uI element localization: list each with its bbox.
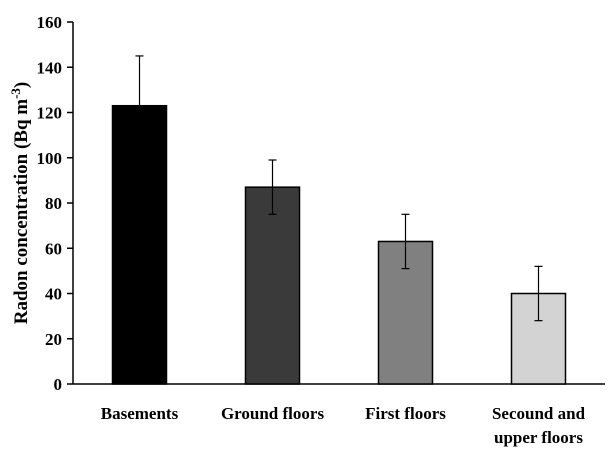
x-tick-label-line: Ground floors [221, 404, 325, 423]
y-tick-label-20: 20 [45, 330, 62, 349]
y-axis-title-main: Radon concentration (Bq m [11, 99, 32, 325]
y-tick-label-0: 0 [54, 375, 63, 394]
x-tick-label-2: First floors [365, 404, 446, 423]
y-tick-label-80: 80 [45, 194, 62, 213]
y-tick-label-140: 140 [37, 58, 63, 77]
bar-1 [244, 186, 301, 385]
chart-bars [111, 104, 567, 385]
x-tick-label-line: Basements [101, 404, 179, 423]
y-tick-label-40: 40 [45, 285, 62, 304]
y-tick-label-100: 100 [37, 149, 63, 168]
y-axis-title-close: ) [11, 82, 32, 88]
x-tick-label-0: Basements [101, 404, 179, 423]
x-tick-label-line: First floors [365, 404, 446, 423]
chart-labels: 0 20 40 60 80 100 120 140 160 Basements Ground flo… [37, 13, 586, 447]
y-tick-label-120: 120 [37, 104, 63, 123]
chart-error-bars [135, 55, 543, 322]
x-tick-label-1: Ground floors [221, 404, 325, 423]
y-axis-title-superscript: -3 [8, 88, 23, 99]
y-tick-label-60: 60 [45, 239, 62, 258]
x-tick-label-line: upper floors [494, 428, 583, 447]
y-tick-label-160: 160 [37, 13, 63, 32]
y-axis-title: Radon concentration (Bq m-3) [8, 82, 32, 325]
x-tick-label-3: Secound and upper floors [492, 404, 586, 447]
x-tick-label-line: Secound and [492, 404, 586, 423]
